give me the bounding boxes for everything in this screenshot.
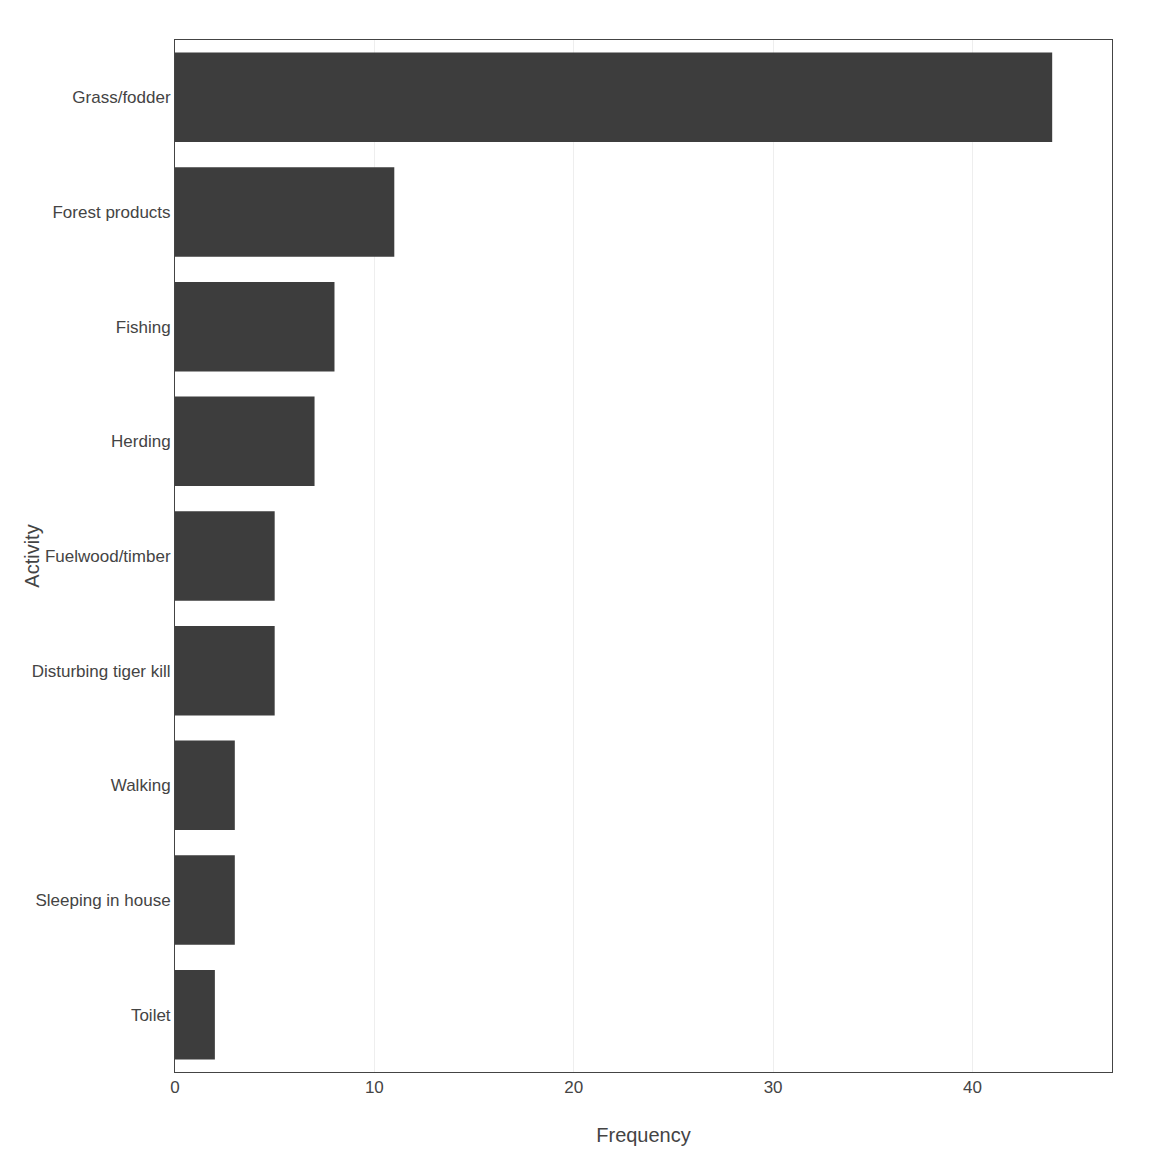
svg-text:Activity: Activity [21,524,43,587]
svg-text:10: 10 [365,1078,384,1097]
svg-text:40: 40 [963,1078,982,1097]
svg-text:20: 20 [564,1078,583,1097]
svg-text:Toilet: Toilet [131,1006,171,1025]
svg-text:Fishing: Fishing [116,318,171,337]
svg-text:0: 0 [170,1078,179,1097]
svg-text:Grass/fodder: Grass/fodder [72,88,171,107]
svg-text:Fuelwood/timber: Fuelwood/timber [45,547,171,566]
svg-text:Disturbing tiger kill: Disturbing tiger kill [32,662,171,681]
svg-text:Sleeping in house: Sleeping in house [35,891,170,910]
svg-text:Forest products: Forest products [52,203,170,222]
svg-text:Herding: Herding [111,432,171,451]
svg-text:Frequency: Frequency [596,1124,691,1146]
svg-text:30: 30 [764,1078,783,1097]
svg-text:Walking: Walking [111,776,171,795]
